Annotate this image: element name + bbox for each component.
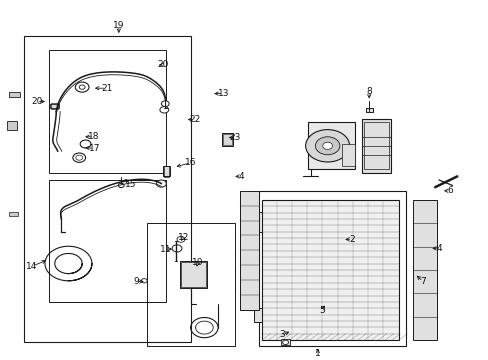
Text: 4: 4 [238,172,244,181]
Circle shape [282,340,288,345]
Bar [51,103,58,109]
Text: 11: 11 [159,245,171,253]
Text: 17: 17 [88,144,100,153]
Circle shape [172,245,182,252]
Bar [163,166,169,176]
Bar [9,212,18,216]
Bar [9,92,20,97]
Bar [254,212,261,232]
Text: 16: 16 [184,158,196,167]
Text: 18: 18 [88,132,100,141]
Text: 22: 22 [188,115,200,124]
Text: 8: 8 [366,87,371,96]
Bar [49,50,166,173]
Bar [261,200,398,340]
Circle shape [160,107,168,113]
Bar [281,339,289,345]
Bar [365,108,372,112]
Circle shape [322,142,332,149]
Circle shape [141,279,147,283]
Circle shape [161,101,169,107]
Text: 6: 6 [446,186,452,195]
Bar [412,200,436,340]
Circle shape [156,180,166,187]
Bar [50,104,59,108]
Bar [7,121,17,130]
Circle shape [75,82,89,92]
Bar [254,308,261,322]
Bar [342,144,354,166]
Circle shape [80,140,91,148]
Text: 1: 1 [314,349,320,358]
Bar [180,261,206,288]
Text: 19: 19 [113,21,124,30]
Circle shape [305,130,349,162]
Text: 15: 15 [125,180,137,189]
Circle shape [79,85,85,89]
Circle shape [315,137,339,155]
Text: 9: 9 [133,277,139,286]
Bar [49,180,166,302]
Text: 2: 2 [348,235,354,244]
Circle shape [177,237,184,242]
Circle shape [76,155,82,160]
Bar [307,122,354,169]
Text: 7: 7 [419,277,425,286]
Bar [239,191,259,310]
Text: 20: 20 [157,60,169,69]
Bar [361,119,390,173]
Bar [223,134,232,145]
Bar [181,262,205,287]
Bar [222,133,233,146]
Text: 14: 14 [26,262,38,271]
Text: 12: 12 [177,233,189,242]
Text: 21: 21 [101,84,112,93]
Circle shape [118,183,124,188]
Bar [259,191,405,346]
Text: 3: 3 [279,330,285,339]
Bar [163,166,168,177]
Bar [364,122,388,169]
Text: 5: 5 [318,306,324,315]
Bar [24,36,190,342]
Text: 23: 23 [228,133,240,142]
Bar [146,223,234,346]
Text: 13: 13 [217,89,229,98]
Circle shape [73,153,85,162]
Text: 4: 4 [435,244,441,253]
Text: 10: 10 [192,258,203,267]
Text: 20: 20 [31,97,42,106]
